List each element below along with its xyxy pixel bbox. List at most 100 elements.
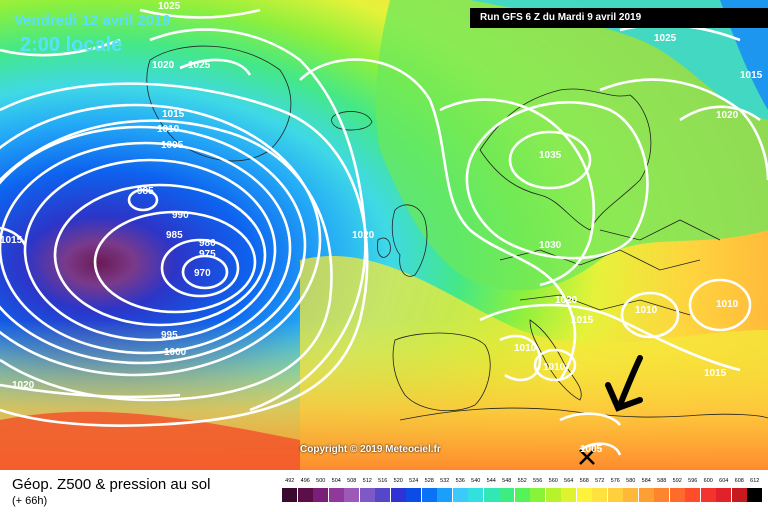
label-iso-980: 980 [199,238,216,249]
label-iso-1000: 1000 [164,347,187,358]
isobar-1015-south [479,303,741,372]
scale-swatch-524 [406,488,421,502]
scale-swatch-584 [638,488,654,502]
label-iso-1010-b: 1010 [635,305,658,316]
scale-value-556: 556 [533,478,543,484]
map-local-time: 2:00 locale [20,34,123,56]
scale-value-568: 568 [579,478,589,484]
scale-swatch-496 [297,488,313,502]
label-iso-1010-e: 1010 [543,362,566,373]
scale-value-548: 548 [502,478,512,484]
scale-value-580: 580 [626,478,636,484]
scale-swatch-560 [545,488,561,502]
isobar-1020-central [299,58,577,381]
scale-swatch-512 [359,488,375,502]
label-iso-1005-a: 1005 [161,140,184,151]
scale-swatch-528 [421,488,437,502]
isobar-975 [160,238,240,298]
arrow-head [605,382,643,412]
label-iso-1020-c: 1020 [716,110,739,121]
annotation-arrow [605,355,643,412]
label-iso-1030: 1030 [539,240,562,251]
scale-value-504: 504 [331,478,341,484]
scale-swatch-600 [700,488,716,502]
scale-swatch-544 [483,488,499,502]
scale-swatch-568 [576,488,592,502]
scale-swatch-508 [344,488,359,502]
scale-value-592: 592 [672,478,682,484]
scale-swatch-576 [607,488,623,502]
scale-swatch-552 [514,488,530,502]
scandinavia-coast [479,88,652,231]
isobar-1000 [0,125,307,365]
northeast-cyan-band [470,0,768,120]
scale-swatch-504 [328,488,344,502]
label-iso-1025-c: 1025 [654,33,677,44]
scale-value-524: 524 [409,478,419,484]
scale-value-528: 528 [424,478,434,484]
scale-swatch-556 [530,488,545,502]
isobar-995 [0,141,292,355]
scale-value-540: 540 [471,478,481,484]
scale-value-520: 520 [393,478,403,484]
isobar-1025-north [139,8,261,19]
label-iso-1015-e: 1015 [704,368,727,379]
scale-swatch-564 [561,488,576,502]
isobar-1010-iberia [499,334,542,382]
scale-swatch-580 [623,488,638,502]
isobar-1010-east [688,278,752,332]
isobar-985-small [127,188,159,212]
scale-value-612: 612 [750,478,760,484]
scale-value-584: 584 [641,478,651,484]
scale-swatch-520 [390,488,406,502]
label-iso-1010-a: 1010 [157,124,180,135]
isobar-970 [181,254,229,290]
label-iso-1020-e: 1020 [12,380,35,391]
scale-value-496: 496 [300,478,310,484]
isobar-1020-east [679,105,761,122]
map-date-title: Vendredi 12 avril 2019 [14,12,171,29]
isobar-1010-africa [559,412,622,426]
isobar-1025-central [439,98,596,287]
scale-value-544: 544 [486,478,496,484]
label-iso-1035: 1035 [539,150,562,161]
label-iso-1025-b: 1025 [188,60,211,71]
scale-value-576: 576 [610,478,620,484]
arrow-shaft [617,355,643,408]
label-iso-1025-a: 1025 [158,1,181,12]
isobar-lines [0,8,768,456]
scale-value-536: 536 [455,478,465,484]
isobar-1035 [508,130,592,190]
label-iso-995: 995 [161,330,178,341]
scale-swatch-548 [499,488,514,502]
scale-value-600: 600 [703,478,713,484]
label-iso-1020-a: 1020 [152,60,175,71]
scale-value-492: 492 [285,478,295,484]
greenland-coast [146,45,292,162]
scale-swatch-516 [375,488,390,502]
map-canvas: 1025 1025 1025 1020 1020 1020 1020 1020 … [0,0,768,470]
scale-swatch-540 [468,488,483,502]
scale-swatch-592 [669,488,685,502]
label-iso-985-b: 985 [166,230,183,241]
isobar-1005 [0,103,322,377]
scale-swatch-492 [282,488,297,502]
scale-value-500: 500 [316,478,326,484]
label-iso-990: 990 [172,210,189,221]
isobar-1020-iceland [179,58,252,76]
scale-value-532: 532 [440,478,450,484]
scale-value-572: 572 [595,478,605,484]
isobar-1005-africa [579,442,622,456]
copyright-notice: Copyright © 2019 Meteociel.fr [300,444,441,455]
scale-value-604: 604 [719,478,729,484]
label-iso-1020-b: 1020 [352,230,375,241]
scale-value-560: 560 [548,478,558,484]
label-iso-1015-b: 1015 [740,70,763,81]
scale-value-508: 508 [347,478,357,484]
label-iso-1015-a: 1015 [162,109,185,120]
label-iso-1005-b: 1005 [580,444,603,455]
scale-swatch-612 [747,488,762,502]
iberia-coast [392,332,491,412]
isobar-1010-italy [533,348,577,382]
isobar-1010-balkans [620,291,680,339]
